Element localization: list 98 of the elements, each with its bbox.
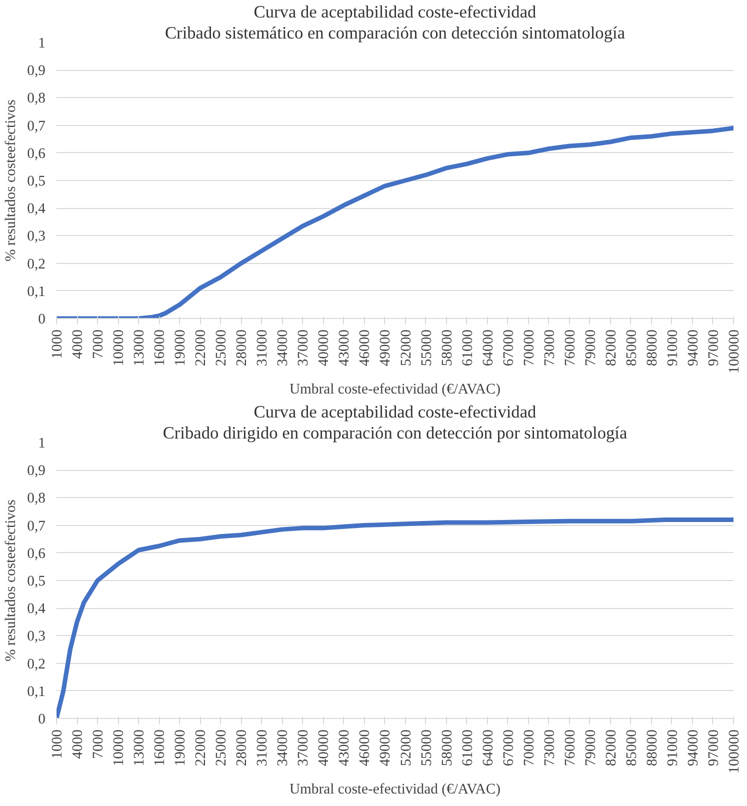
x-tick-label: 4000 — [70, 730, 86, 759]
x-tick-label: 67000 — [500, 730, 517, 766]
x-tick-label: 7000 — [90, 330, 107, 359]
x-tick-label: 25000 — [214, 330, 230, 366]
x-tick-label: 25000 — [214, 730, 230, 766]
x-tick-label: 97000 — [706, 730, 722, 766]
x-tick-label: 46000 — [357, 730, 374, 766]
y-tick-label: 0,8 — [27, 490, 46, 507]
x-tick-label: 91000 — [664, 730, 681, 766]
y-tick-label: 0 — [38, 712, 46, 728]
x-tick-label: 31000 — [254, 330, 271, 366]
chart-title: Curva de aceptabilidad coste-efectividad — [254, 2, 537, 22]
x-tick-label: 79000 — [582, 330, 599, 366]
x-tick-label: 22000 — [193, 330, 210, 366]
x-tick-label: 40000 — [316, 730, 332, 766]
x-tick-label: 79000 — [582, 730, 599, 766]
x-tick-label: 10000 — [111, 730, 128, 766]
y-tick-label: 0,4 — [27, 601, 46, 618]
chart-title: Curva de aceptabilidad coste-efectividad — [254, 402, 537, 422]
x-tick-label: 10000 — [111, 330, 128, 366]
x-tick-label: 31000 — [254, 730, 271, 766]
y-tick-label: 0,3 — [27, 628, 46, 645]
x-tick-label: 43000 — [336, 730, 353, 766]
y-tick-label: 0,1 — [27, 684, 46, 700]
x-tick-label: 52000 — [398, 730, 414, 766]
x-tick-label: 55000 — [418, 730, 435, 766]
x-tick-label: 34000 — [275, 730, 292, 766]
x-tick-label: 94000 — [685, 730, 702, 766]
x-tick-label: 28000 — [234, 330, 250, 366]
x-tick-label: 16000 — [152, 330, 168, 366]
y-tick-label: 0,8 — [27, 90, 46, 107]
y-tick-label: 0,5 — [27, 574, 46, 590]
x-tick-label: 16000 — [152, 730, 168, 766]
x-tick-label: 55000 — [418, 330, 435, 366]
y-axis-title: % resultados costeefectivos — [3, 99, 20, 262]
x-tick-label: 58000 — [439, 730, 456, 766]
x-tick-label: 58000 — [439, 330, 456, 366]
x-axis-title: Umbral coste-efectividad (€/AVAC) — [289, 781, 501, 798]
x-tick-label: 19000 — [172, 330, 189, 366]
x-tick-label: 85000 — [624, 730, 640, 766]
x-tick-label: 88000 — [644, 330, 660, 366]
x-axis-title: Umbral coste-efectividad (€/AVAC) — [289, 381, 501, 398]
x-tick-label: 49000 — [378, 730, 394, 766]
x-tick-label: 67000 — [500, 330, 517, 366]
x-tick-label: 28000 — [234, 730, 250, 766]
y-tick-label: 0,6 — [27, 546, 46, 562]
x-tick-label: 13000 — [132, 730, 148, 766]
x-tick-label: 88000 — [644, 730, 660, 766]
x-tick-label: 76000 — [562, 730, 578, 766]
y-axis-title: % resultados costeefectivos — [3, 499, 20, 662]
x-tick-label: 73000 — [542, 730, 558, 766]
x-tick-label: 70000 — [521, 330, 538, 366]
x-tick-label: 37000 — [296, 730, 312, 766]
x-tick-label: 100000 — [726, 730, 742, 774]
y-tick-label: 0,9 — [27, 63, 46, 80]
y-tick-label: 0,7 — [27, 118, 46, 134]
chart-subtitle: Cribado dirigido en comparación con detección por sintomatología — [162, 424, 628, 442]
x-tick-label: 37000 — [296, 330, 312, 366]
x-tick-label: 94000 — [685, 330, 702, 366]
y-tick-label: 1 — [38, 36, 46, 52]
y-tick-label: 0,5 — [27, 174, 46, 190]
x-tick-label: 7000 — [90, 730, 107, 759]
chart-subtitle: Cribado sistemático en comparación con detección sintomatología — [164, 24, 626, 42]
x-tick-label: 97000 — [706, 330, 722, 366]
x-tick-label: 1000 — [50, 330, 66, 359]
y-tick-label: 0,1 — [27, 284, 46, 300]
x-tick-label: 100000 — [726, 330, 742, 374]
y-tick-label: 1 — [38, 436, 46, 452]
x-tick-label: 61000 — [460, 330, 476, 366]
x-tick-label: 76000 — [562, 330, 578, 366]
y-tick-label: 0,3 — [27, 228, 46, 245]
y-tick-label: 0,2 — [27, 256, 46, 272]
x-tick-label: 46000 — [357, 330, 374, 366]
x-tick-label: 61000 — [460, 730, 476, 766]
x-tick-label: 91000 — [664, 330, 681, 366]
x-tick-label: 13000 — [132, 330, 148, 366]
x-tick-label: 19000 — [172, 730, 189, 766]
x-tick-label: 4000 — [70, 330, 86, 359]
x-tick-label: 73000 — [542, 330, 558, 366]
x-tick-label: 64000 — [480, 330, 496, 366]
x-tick-label: 34000 — [275, 330, 292, 366]
y-tick-label: 0,2 — [27, 656, 46, 672]
x-tick-label: 85000 — [624, 330, 640, 366]
x-tick-label: 43000 — [336, 330, 353, 366]
x-tick-label: 52000 — [398, 330, 414, 366]
x-tick-label: 40000 — [316, 330, 332, 366]
x-tick-label: 82000 — [603, 330, 620, 366]
x-tick-label: 22000 — [193, 730, 210, 766]
x-tick-label: 49000 — [378, 330, 394, 366]
x-tick-label: 70000 — [521, 730, 538, 766]
x-tick-label: 1000 — [50, 730, 66, 759]
y-tick-label: 0,7 — [27, 518, 46, 534]
y-tick-label: 0,9 — [27, 463, 46, 480]
y-tick-label: 0,4 — [27, 201, 46, 218]
x-tick-label: 82000 — [603, 730, 620, 766]
y-tick-label: 0 — [38, 312, 46, 328]
y-tick-label: 0,6 — [27, 146, 46, 162]
x-tick-label: 64000 — [480, 730, 496, 766]
